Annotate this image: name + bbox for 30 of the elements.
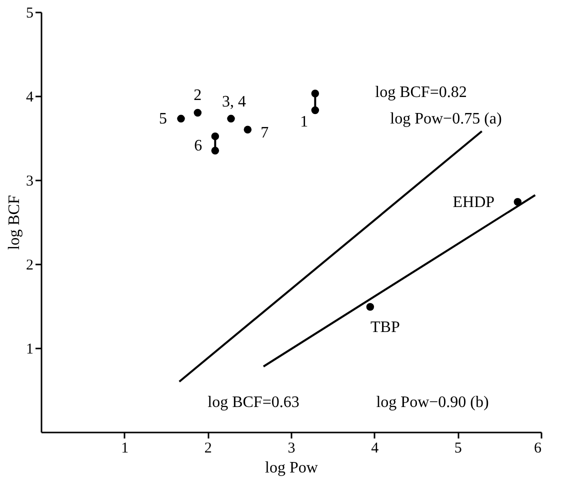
y-tick-label: 1 — [26, 342, 34, 358]
y-tick-label: 2 — [26, 258, 34, 274]
annotation: log BCF=0.63 — [208, 394, 300, 411]
annotation: log BCF=0.82 — [375, 84, 467, 101]
x-axis-title: log Pow — [265, 460, 318, 476]
annotation: 2 — [194, 86, 202, 104]
x-tick-label: 3 — [288, 440, 296, 456]
y-tick-label: 4 — [26, 90, 34, 106]
annotation: EHDP — [452, 194, 495, 211]
annotation: 1 — [300, 113, 308, 130]
point — [227, 114, 235, 123]
y-tick-label: 5 — [26, 6, 34, 22]
x-tick-label: 2 — [204, 440, 212, 456]
annotation: log Pow−0.90 (b) — [376, 394, 489, 411]
y-tick-label: 3 — [26, 174, 34, 190]
annotation: TBP — [370, 318, 400, 336]
annotation: 7 — [260, 124, 269, 142]
point — [244, 126, 252, 134]
x-tick-label: 6 — [534, 440, 542, 456]
annotation: 6 — [194, 138, 202, 155]
x-tick-label: 1 — [121, 440, 129, 456]
point — [366, 302, 374, 311]
annotation: log Pow−0.75 (a) — [390, 110, 502, 128]
x-tick-label: 4 — [371, 440, 380, 456]
y-axis-title: log BCF — [6, 195, 23, 250]
annotation: 3, 4 — [222, 94, 246, 111]
point — [194, 108, 202, 117]
annotation: 5 — [159, 110, 167, 128]
point — [177, 114, 185, 123]
x-tick-label: 5 — [454, 440, 462, 456]
